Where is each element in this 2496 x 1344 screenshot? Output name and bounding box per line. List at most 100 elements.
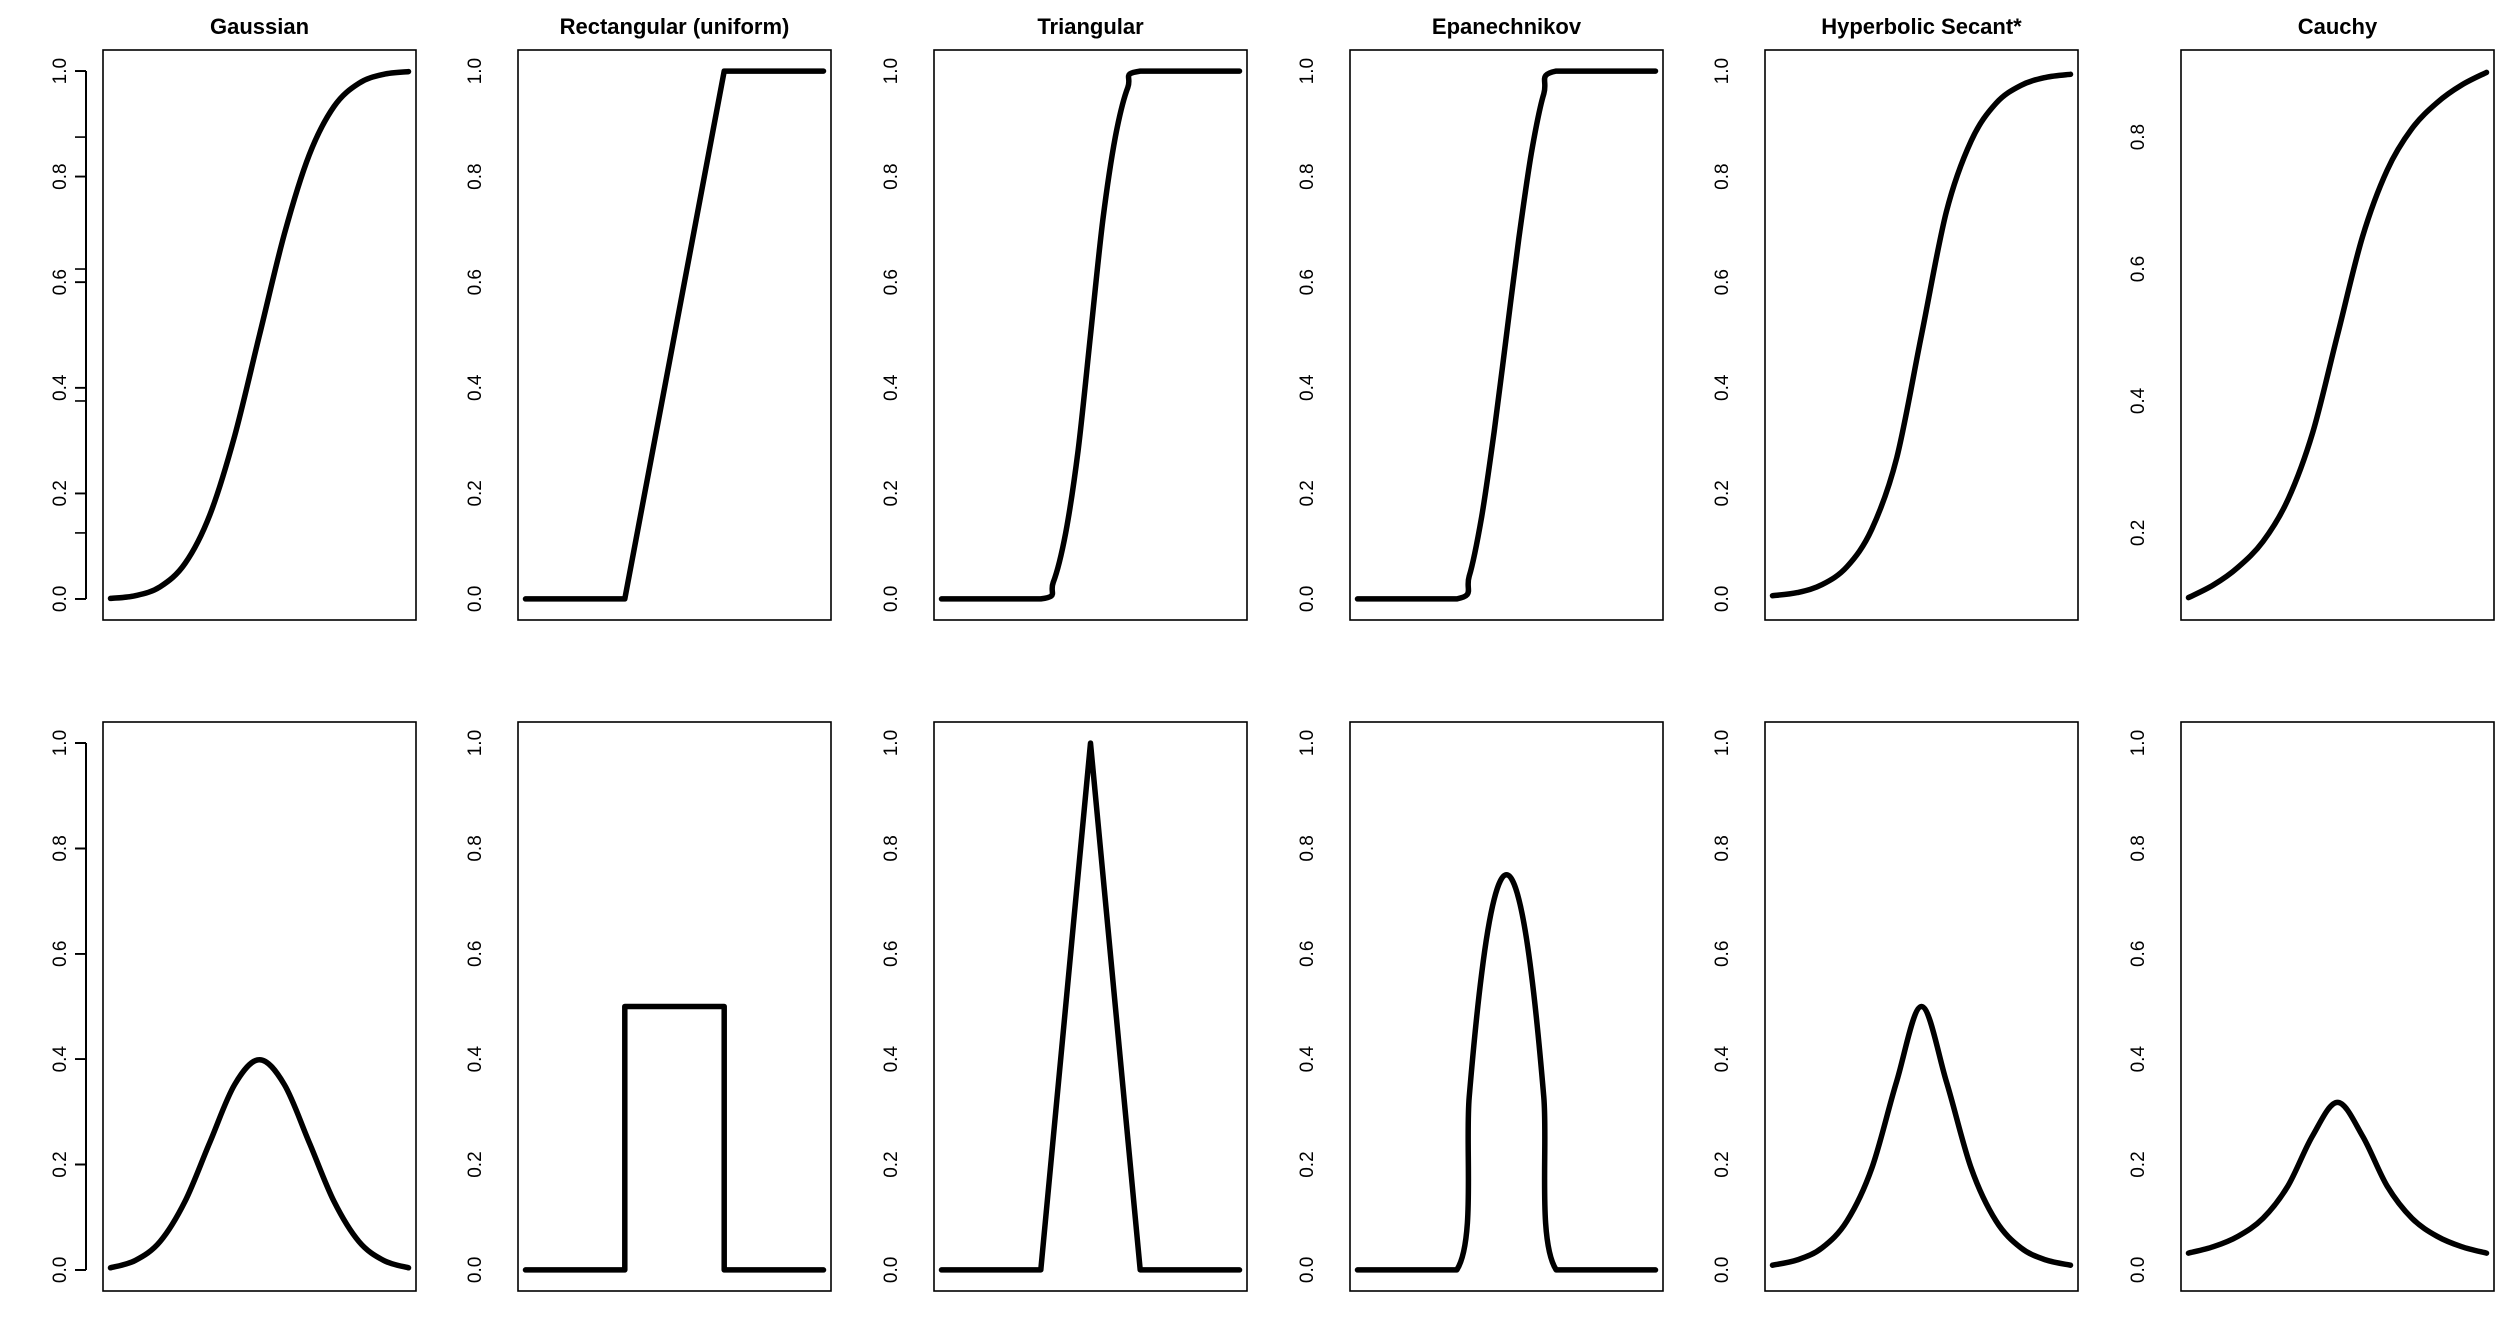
y-tick-label: 1.0 [1297,58,1318,84]
y-tick-label: 0.8 [465,163,486,189]
cdf-panel-2: Rectangular (uniform) 0.0 0.2 0.4 0.6 0.8 1.0 [75,14,832,621]
y-tick-label: 0.2 [50,1151,71,1177]
panel-title-gaussian: Gaussian [210,14,309,39]
panel-title-triangular: Triangular [1037,14,1144,39]
cdf-panel-3: Triangular 0.0 0.2 0.4 0.6 0.8 1.0 [75,14,1248,621]
y-tick-label: 0.2 [881,1151,902,1177]
pdf-panel-5: 0.0 0.2 0.4 0.6 0.8 1.0 [75,721,2079,1292]
y-tick-label: 0.8 [1297,835,1318,861]
cdf-curve [522,68,827,602]
pdf-curve [1354,872,1659,1273]
cdf-curve [107,68,412,602]
y-tick-label: 0.6 [1712,269,1733,295]
y-tick-label: 0.0 [1297,586,1318,612]
plot-frame [1764,49,2079,621]
y-tick-label: 0.6 [1712,941,1733,967]
pdf-curve [1769,1003,2074,1268]
y-tick-label: 0.0 [1712,1257,1733,1283]
y-tick-label: 0.4 [50,374,71,401]
panel-title-epanechnikov: Epanechnikov [1432,14,1582,39]
y-tick-label: 0.6 [1297,941,1318,967]
y-tick-label: 0.0 [465,1257,486,1283]
y-tick-label: 0.6 [881,941,902,967]
y-tick-label: 0.8 [1712,835,1733,861]
y-tick-label: 1.0 [50,58,71,84]
y-tick-label: 0.8 [50,163,71,189]
plot-frame [1764,721,2079,1292]
y-tick-label: 0.6 [1297,269,1318,295]
y-tick-label: 0.8 [881,163,902,189]
y-tick-label: 0.4 [881,1046,902,1073]
y-tick-label: 0.0 [1712,586,1733,612]
y-tick-label: 0.2 [1297,1151,1318,1177]
y-tick-label: 0.8 [465,835,486,861]
cdf-panel-6: Cauchy 0.2 0.4 0.6 0.8 [75,14,2495,621]
y-tick-label: 0.8 [50,835,71,861]
y-tick-label: 0.8 [1297,163,1318,189]
pdf-curve [522,1003,827,1273]
pdf-curve [938,740,1243,1273]
y-tick-label: 0.0 [50,586,71,612]
y-tick-label: 0.0 [2128,1257,2149,1283]
cdf-curve [2185,69,2490,601]
y-tick-label: 0.6 [881,269,902,295]
y-tick-label: 1.0 [1712,58,1733,84]
pdf-curve [2185,1099,2490,1256]
cdf-curve [938,68,1243,602]
y-tick-label: 0.8 [881,835,902,861]
y-tick-label: 0.2 [465,480,486,506]
y-tick-label: 0.2 [465,1151,486,1177]
pdf-curve [107,1056,412,1271]
y-tick-label: 0.0 [881,586,902,612]
y-tick-label: 0.4 [2128,1046,2149,1073]
y-tick-label: 0.4 [465,1046,486,1073]
plot-frame [933,49,1248,621]
y-tick-label: 0.8 [2128,835,2149,861]
y-tick-label: 0.6 [2128,256,2149,282]
y-tick-label: 0.4 [881,374,902,401]
y-tick-label: 0.0 [1297,1257,1318,1283]
y-tick-label: 1.0 [465,730,486,756]
y-tick-label: 0.4 [50,1046,71,1073]
y-tick-label: 1.0 [2128,730,2149,756]
plot-frame [1349,721,1664,1292]
y-tick-label: 0.2 [50,480,71,506]
cdf-panel-4: Epanechnikov 0.0 0.2 0.4 0.6 0.8 1.0 [75,14,1664,621]
plot-frame [2180,49,2495,621]
y-tick-label: 0.0 [50,1257,71,1283]
y-tick-label: 0.2 [1297,480,1318,506]
y-tick-label: 0.6 [2128,941,2149,967]
plot-frame [102,721,417,1292]
y-tick-label: 0.6 [50,269,71,295]
plot-frame [517,721,832,1292]
cdf-panel-1: Gaussian 0.0 0.2 0.4 0.6 0.8 1.0 [50,14,417,621]
y-tick-label: 0.2 [881,480,902,506]
y-tick-label: 0.0 [465,586,486,612]
y-tick-label: 0.2 [1712,1151,1733,1177]
y-tick-label: 1.0 [465,58,486,84]
y-tick-label: 0.6 [50,941,71,967]
y-tick-label: 0.8 [1712,163,1733,189]
plot-frame [2180,721,2495,1292]
plot-frame [1349,49,1664,621]
plot-frame [517,49,832,621]
cdf-curve [1769,71,2074,599]
y-tick-label: 0.6 [465,269,486,295]
cdf-panel-5: Hyperbolic Secant* 0.0 0.2 0.4 0.6 0.8 1.0 [75,14,2079,621]
y-tick-label: 0.4 [1297,374,1318,401]
pdf-panel-2: 0.0 0.2 0.4 0.6 0.8 1.0 [75,721,832,1292]
y-tick-label: 1.0 [1297,730,1318,756]
y-tick-label: 0.8 [2128,124,2149,150]
plot-frame [933,721,1248,1292]
pdf-panel-1: 0.0 0.2 0.4 0.6 0.8 1.0 [50,721,417,1292]
y-tick-label: 1.0 [881,730,902,756]
y-tick-label: 0.4 [1297,1046,1318,1073]
y-tick-label: 0.4 [1712,1046,1733,1073]
y-tick-label: 1.0 [50,730,71,756]
panel-title-rectangular-uniform: Rectangular (uniform) [560,14,790,39]
cdf-curve [1354,68,1659,602]
pdf-panel-6: 0.0 0.2 0.4 0.6 0.8 1.0 [75,721,2495,1292]
plot-frame [102,49,417,621]
y-tick-label: 0.2 [2128,1151,2149,1177]
y-tick-label: 0.4 [465,374,486,401]
